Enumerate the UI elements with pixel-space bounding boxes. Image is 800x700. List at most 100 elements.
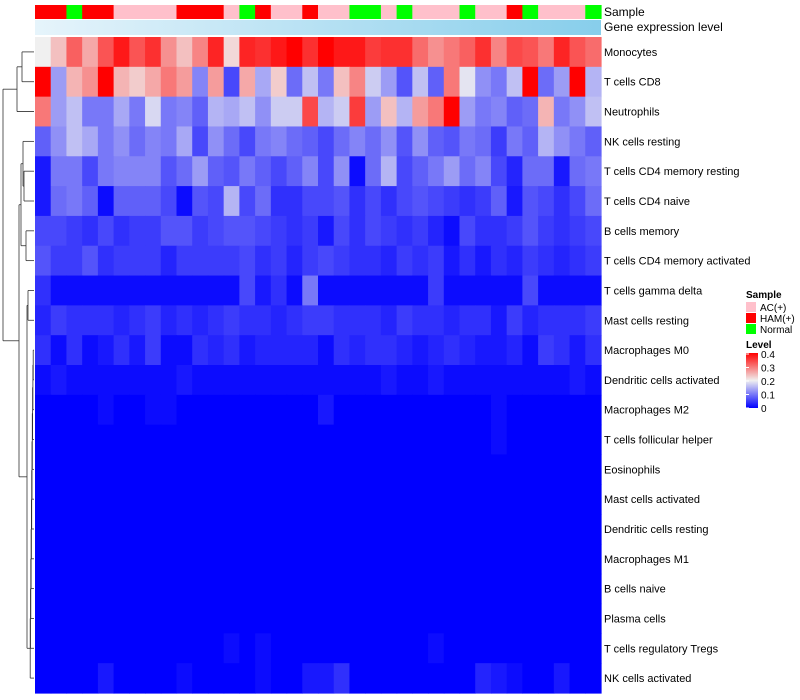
sample-annotation-label: Sample bbox=[604, 5, 645, 19]
heatmap-cell bbox=[97, 484, 115, 515]
heatmap-cell bbox=[160, 454, 178, 485]
heatmap-cell bbox=[35, 215, 52, 247]
heatmap-cell bbox=[569, 573, 586, 605]
heatmap-cell bbox=[490, 394, 508, 426]
heatmap-cell bbox=[333, 424, 351, 456]
heatmap-cell bbox=[522, 245, 539, 277]
heatmap-cell bbox=[82, 126, 99, 157]
heatmap-cell bbox=[207, 335, 225, 366]
heatmap-cell bbox=[145, 484, 162, 515]
heatmap-cell bbox=[50, 215, 68, 247]
heatmap-cell bbox=[286, 245, 303, 277]
heatmap-cell bbox=[255, 365, 272, 396]
heatmap-cell bbox=[255, 37, 272, 68]
row-label: T cells regulatory Tregs bbox=[604, 643, 719, 655]
heatmap-cell bbox=[82, 573, 99, 605]
heatmap-cell bbox=[50, 424, 68, 456]
heatmap-cell bbox=[380, 514, 398, 545]
heatmap-cell bbox=[207, 514, 225, 545]
heatmap-cell bbox=[255, 573, 272, 605]
sample-annotation-cell bbox=[270, 5, 288, 19]
heatmap-cell bbox=[255, 454, 272, 485]
heatmap-cell bbox=[569, 514, 586, 545]
heatmap-cell bbox=[207, 394, 225, 426]
heatmap-cell bbox=[428, 305, 445, 336]
heatmap-cell bbox=[522, 186, 539, 217]
heatmap-cell bbox=[475, 454, 492, 485]
heatmap-cell bbox=[459, 663, 476, 694]
heatmap-cell bbox=[380, 66, 398, 98]
heatmap-cell bbox=[506, 215, 523, 247]
heatmap-cell bbox=[349, 66, 366, 98]
heatmap-cell bbox=[380, 305, 398, 336]
heatmap-cell bbox=[318, 245, 335, 277]
heatmap-cell bbox=[538, 37, 555, 68]
heatmap-cell bbox=[349, 126, 366, 157]
heatmap-cell bbox=[239, 424, 256, 456]
heatmap-cell bbox=[176, 186, 193, 217]
heatmap-cell bbox=[412, 126, 429, 157]
heatmap-cell bbox=[428, 394, 445, 426]
heatmap-cell bbox=[176, 275, 193, 306]
heatmap-cell bbox=[50, 663, 68, 694]
heatmap-cell bbox=[585, 156, 602, 187]
heatmap-cell bbox=[475, 186, 492, 217]
heatmap-cell bbox=[207, 484, 225, 515]
heatmap-cell bbox=[113, 126, 130, 157]
heatmap-cell bbox=[475, 66, 492, 98]
heatmap-cell bbox=[490, 365, 508, 396]
heatmap-cell bbox=[239, 484, 256, 515]
heatmap-cell bbox=[365, 96, 382, 128]
heatmap-cell bbox=[239, 365, 256, 396]
heatmap-cell bbox=[412, 484, 429, 515]
heatmap-cell bbox=[35, 335, 52, 366]
heatmap-cell bbox=[176, 245, 193, 277]
heatmap-cell bbox=[538, 365, 555, 396]
heatmap-cell bbox=[50, 573, 68, 605]
heatmap-cell bbox=[97, 96, 115, 128]
heatmap-cell bbox=[302, 305, 319, 336]
heatmap-cell bbox=[506, 424, 523, 456]
heatmap-cell bbox=[97, 245, 115, 277]
heatmap-cell bbox=[459, 424, 476, 456]
heatmap-cell bbox=[113, 424, 130, 456]
heatmap-cell bbox=[506, 454, 523, 485]
heatmap-cell bbox=[255, 424, 272, 456]
heatmap-cell bbox=[428, 66, 445, 98]
heatmap-cell bbox=[318, 543, 335, 575]
heatmap-cell bbox=[113, 186, 130, 217]
heatmap-cell bbox=[302, 633, 319, 664]
heatmap-cell bbox=[239, 126, 256, 157]
heatmap-cell bbox=[553, 633, 571, 664]
level-tick-label: 0 bbox=[761, 404, 767, 415]
heatmap-cell bbox=[459, 543, 476, 575]
heatmap-cell bbox=[145, 633, 162, 664]
heatmap-cell bbox=[192, 573, 209, 605]
heatmap-cell bbox=[129, 66, 146, 98]
heatmap-cell bbox=[459, 275, 476, 306]
heatmap-cell bbox=[459, 66, 476, 98]
heatmap-cell bbox=[176, 454, 193, 485]
heatmap-cell bbox=[129, 424, 146, 456]
heatmap-cell bbox=[82, 365, 99, 396]
heatmap-cell bbox=[270, 126, 288, 157]
heatmap-cell bbox=[412, 603, 429, 634]
heatmap-cell bbox=[569, 454, 586, 485]
heatmap-cell bbox=[145, 215, 162, 247]
heatmap-cells bbox=[35, 37, 602, 694]
heatmap-cell bbox=[569, 305, 586, 336]
heatmap-cell bbox=[207, 275, 225, 306]
sample-annotation-cell bbox=[490, 5, 508, 19]
heatmap-cell bbox=[302, 335, 319, 366]
heatmap-cell bbox=[176, 335, 193, 366]
heatmap-cell bbox=[522, 484, 539, 515]
heatmap-cell bbox=[302, 275, 319, 306]
heatmap-cell bbox=[553, 126, 571, 157]
heatmap-cell bbox=[223, 66, 240, 98]
heatmap-cell bbox=[239, 603, 256, 634]
heatmap-cell bbox=[349, 245, 366, 277]
heatmap-cell bbox=[286, 633, 303, 664]
heatmap-cell bbox=[428, 424, 445, 456]
sample-legend-label: HAM(+) bbox=[760, 314, 795, 325]
